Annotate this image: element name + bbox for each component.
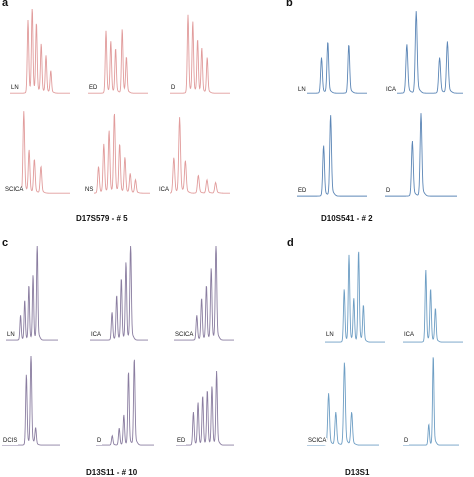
- trace-curve: [84, 113, 150, 194]
- trace-d-4: D: [403, 352, 459, 452]
- panel-a: a LN ED D SCICA NS ICA D17S579 - # 5: [0, 0, 237, 237]
- trace-d-2-label: ICA: [403, 332, 416, 339]
- panel-c-caption: D13S11 - # 10: [86, 468, 138, 477]
- panel-b-caption: D10S541 - # 2: [321, 214, 373, 223]
- panel-a-caption: D17S579 - # 5: [76, 214, 128, 223]
- trace-a-2-label: ED: [88, 85, 99, 92]
- trace-d-3-line: [307, 362, 379, 446]
- panel-b-letter: b: [286, 0, 293, 9]
- trace-c-4-label: DCIS: [2, 438, 19, 445]
- trace-b-4: D: [385, 105, 457, 203]
- trace-c-5-line: [96, 359, 154, 446]
- trace-d-1-line: [325, 251, 385, 343]
- trace-curve: [307, 362, 379, 446]
- trace-b-2-label: ICA: [385, 87, 398, 94]
- trace-b-3-line: [297, 115, 367, 197]
- trace-b-1: LN: [297, 5, 367, 100]
- trace-curve: [325, 251, 385, 343]
- trace-curve: [174, 245, 234, 341]
- trace-curve: [385, 113, 457, 197]
- trace-c-1-label: LN: [6, 332, 16, 339]
- trace-b-4-line: [385, 113, 457, 197]
- trace-c-1: LN: [6, 242, 58, 347]
- trace-d-2-line: [403, 270, 463, 343]
- trace-b-3: ED: [297, 105, 367, 203]
- trace-d-1: LN: [325, 247, 385, 349]
- trace-c-5-label: D: [96, 438, 103, 445]
- trace-a-3: D: [170, 5, 230, 100]
- trace-a-1-label: LN: [10, 85, 20, 92]
- trace-b-2-line: [385, 11, 463, 94]
- trace-curve: [403, 357, 459, 446]
- trace-a-5: NS: [84, 105, 150, 200]
- trace-c-2-line: [90, 245, 148, 341]
- trace-curve: [2, 355, 60, 446]
- trace-a-5-line: [84, 113, 150, 194]
- trace-b-1-label: LN: [297, 87, 307, 94]
- panel-c-letter: c: [2, 237, 9, 249]
- trace-curve: [297, 115, 367, 197]
- trace-c-4: DCIS: [2, 352, 60, 452]
- trace-c-2: ICA: [90, 242, 148, 347]
- trace-curve: [10, 8, 70, 94]
- trace-d-4-line: [403, 357, 459, 446]
- trace-curve: [170, 14, 230, 94]
- trace-c-6-label: ED: [176, 438, 187, 445]
- trace-c-4-line: [2, 355, 60, 446]
- trace-c-3: SCICA: [174, 242, 234, 347]
- trace-d-4-label: D: [403, 438, 410, 445]
- trace-curve: [6, 245, 58, 341]
- trace-c-3-label: SCICA: [174, 332, 195, 339]
- trace-a-1: LN: [10, 5, 70, 100]
- trace-a-4: SCICA: [4, 105, 70, 200]
- trace-a-4-label: SCICA: [4, 187, 25, 194]
- trace-curve: [96, 359, 154, 446]
- trace-b-1-line: [297, 42, 367, 94]
- panel-d: d LN ICA SCICA D D13S1: [237, 237, 474, 477]
- trace-c-2-label: ICA: [90, 332, 103, 339]
- trace-c-5: D: [96, 352, 154, 452]
- trace-c-3-line: [174, 245, 234, 341]
- trace-b-2: ICA: [385, 5, 463, 100]
- trace-c-6: ED: [176, 352, 234, 452]
- trace-curve: [90, 245, 148, 341]
- trace-a-3-line: [170, 14, 230, 94]
- panel-d-caption: D13S1: [345, 468, 370, 477]
- trace-a-5-label: NS: [84, 187, 95, 194]
- trace-curve: [4, 111, 70, 194]
- trace-a-3-label: D: [170, 85, 177, 92]
- trace-b-3-label: ED: [297, 188, 308, 195]
- trace-curve: [403, 270, 463, 343]
- trace-a-2-line: [88, 29, 148, 94]
- trace-d-1-label: LN: [325, 332, 335, 339]
- panel-d-letter: d: [287, 237, 294, 249]
- trace-a-2: ED: [88, 5, 148, 100]
- trace-curve: [297, 42, 367, 94]
- trace-c-6-line: [176, 371, 234, 446]
- trace-curve: [176, 371, 234, 446]
- trace-b-4-label: D: [385, 188, 392, 195]
- trace-curve: [385, 11, 463, 94]
- trace-a-6-label: ICA: [158, 187, 171, 194]
- panel-c: c LN ICA SCICA DCIS D ED D13S11 - # 10: [0, 237, 237, 477]
- trace-d-2: ICA: [403, 247, 463, 349]
- trace-d-3: SCICA: [307, 352, 379, 452]
- trace-curve: [88, 29, 148, 94]
- trace-c-1-line: [6, 245, 58, 341]
- trace-a-6: ICA: [158, 105, 230, 200]
- trace-d-3-label: SCICA: [307, 438, 328, 445]
- trace-a-1-line: [10, 8, 70, 94]
- panel-b: b LN ICA ED D D10S541 - # 2: [237, 0, 474, 237]
- trace-a-4-line: [4, 111, 70, 194]
- panel-a-letter: a: [2, 0, 9, 9]
- trace-curve: [158, 117, 230, 194]
- trace-a-6-line: [158, 117, 230, 194]
